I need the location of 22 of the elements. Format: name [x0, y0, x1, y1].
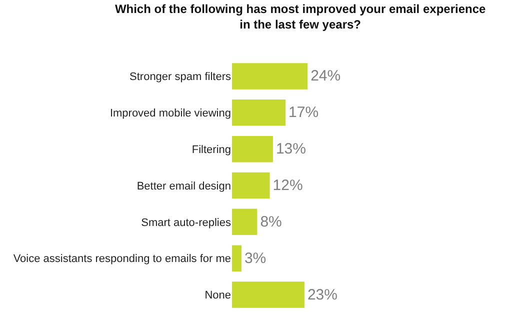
data-label: 13% [276, 140, 306, 158]
bar [232, 245, 242, 272]
y-tick-label: Filtering [192, 144, 231, 156]
data-label: 12% [272, 177, 303, 194]
data-label: 23% [307, 286, 338, 304]
bar [232, 63, 308, 90]
y-tick-label: Stronger spam filters [130, 71, 232, 84]
y-tick-label: Improved mobile viewing [110, 107, 231, 120]
y-tick-label: None [204, 290, 231, 302]
data-label: 17% [288, 104, 319, 122]
data-label: 8% [260, 213, 282, 230]
bar [232, 100, 286, 126]
bar [232, 136, 273, 162]
bar [232, 282, 304, 308]
data-label: 24% [310, 68, 341, 85]
chart-title: Which of the following has most improved your email experience in the last few years? [114, 2, 486, 32]
bar [232, 208, 258, 236]
data-label: 3% [244, 250, 266, 267]
y-tick-label: Smart auto-replies [141, 216, 232, 229]
bar [232, 172, 270, 199]
y-tick-label: Better email design [136, 180, 231, 192]
y-tick-label: Voice assistants responding to emails for me [13, 253, 231, 266]
